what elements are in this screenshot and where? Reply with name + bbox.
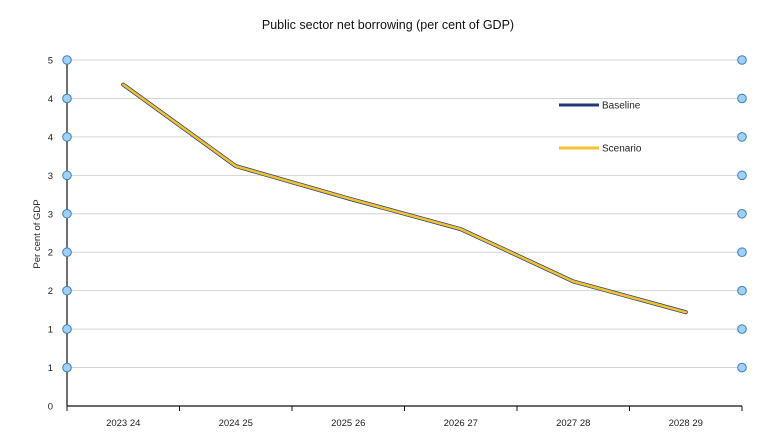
axis-marker: [62, 285, 72, 296]
y-axis-label: Per cent of GDP: [32, 199, 43, 268]
axis-marker: [62, 132, 72, 142]
axis-marker: [62, 247, 72, 258]
axis-marker: [737, 285, 747, 296]
axis-marker: [737, 247, 747, 258]
y-tick-label: 3: [48, 209, 53, 220]
x-tick-label: 2025 26: [331, 418, 365, 429]
x-tick-label: 2023 24: [106, 418, 140, 429]
y-tick-labels: 0 1 1 2 2 3 3 4 4 5: [48, 56, 53, 413]
series-lines: [121, 82, 688, 315]
legend-label-baseline: Baseline: [602, 101, 641, 112]
axis-marker: [62, 55, 72, 65]
y-tick-label: 1: [48, 325, 53, 336]
chart-title: Public sector net borrowing (per cent of…: [262, 18, 514, 32]
axis-marker: [62, 324, 72, 334]
y-tick-label: 0: [48, 402, 53, 413]
series-line-baseline: [121, 82, 688, 315]
x-tick-labels: 2023 24 2024 25 2025 26 2026 27 2027 28 2028 …: [106, 418, 703, 429]
axis-marker: [737, 362, 747, 373]
y-tick-label: 3: [48, 171, 53, 182]
y-tick-label: 2: [48, 248, 53, 259]
legend: Baseline Scenario: [559, 101, 642, 155]
axis-marker: [737, 55, 747, 65]
legend-label-scenario: Scenario: [602, 144, 642, 155]
y-tick-label: 5: [48, 56, 53, 67]
x-tick-label: 2024 25: [219, 418, 253, 429]
x-tick-label: 2028 29: [669, 418, 703, 429]
series-line-scenario: [121, 83, 688, 314]
y-tick-label: 4: [48, 132, 53, 143]
axes: [66, 60, 743, 411]
y-tick-label: 4: [48, 94, 53, 105]
axis-marker: [737, 132, 747, 142]
axis-marker: [62, 362, 72, 373]
axis-marker: [737, 324, 747, 334]
axis-markers: [62, 55, 747, 373]
axis-marker: [737, 208, 747, 219]
axis-marker: [62, 170, 72, 181]
axis-marker: [737, 93, 747, 104]
axis-marker: [62, 93, 72, 104]
axis-marker: [737, 170, 747, 181]
y-tick-label: 2: [48, 286, 53, 297]
y-tick-label: 1: [48, 363, 53, 374]
axis-marker: [62, 208, 72, 219]
x-tick-label: 2027 28: [556, 418, 590, 429]
x-tick-label: 2026 27: [444, 418, 478, 429]
